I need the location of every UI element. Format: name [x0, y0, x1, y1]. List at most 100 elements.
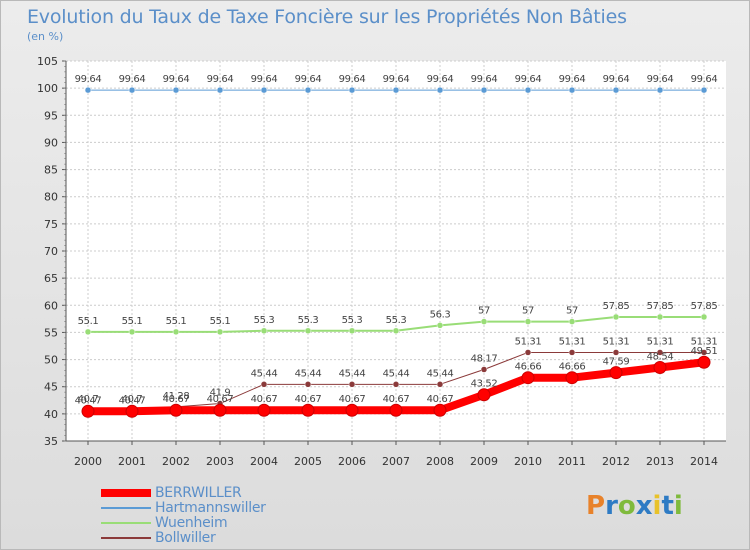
data-point-hartmannswiller: [348, 86, 356, 94]
data-point-wuenheim: [436, 322, 444, 329]
x-tick-label: 2009: [470, 455, 498, 468]
logo-letter: i: [673, 491, 683, 521]
data-label-hartmannswiller: 99.64: [427, 74, 454, 85]
data-label-wuenheim: 55.3: [386, 315, 407, 326]
data-label-hartmannswiller: 99.64: [163, 74, 190, 85]
y-unit-label: (en %): [27, 30, 64, 43]
data-point-hartmannswiller: [524, 86, 532, 94]
data-point-hartmannswiller: [304, 86, 312, 94]
logo-letter: x: [635, 491, 653, 521]
data-label-wuenheim: 57: [478, 306, 490, 317]
data-label-hartmannswiller: 99.64: [691, 74, 718, 85]
data-label-bollwiller: 40.7: [78, 394, 99, 405]
data-point-berrwiller: [169, 403, 183, 417]
legend-swatch: [101, 507, 151, 509]
data-point-bollwiller: [700, 349, 708, 356]
proxiti-logo: Proxiti: [586, 491, 683, 521]
data-label-bollwiller: 51.31: [691, 336, 718, 347]
data-label-berrwiller: 40.67: [427, 394, 454, 405]
data-label-wuenheim: 57.85: [691, 301, 718, 312]
data-label-bollwiller: 51.31: [603, 336, 630, 347]
data-point-wuenheim: [304, 327, 312, 335]
data-point-bollwiller: [436, 381, 444, 388]
y-tick-label: 95: [44, 109, 58, 122]
data-label-hartmannswiller: 99.64: [207, 74, 234, 85]
data-label-berrwiller: 49.51: [691, 346, 718, 357]
data-point-wuenheim: [84, 328, 92, 336]
data-label-berrwiller: 46.66: [559, 362, 586, 373]
data-point-bollwiller: [480, 366, 488, 373]
logo-letter: o: [617, 491, 636, 521]
data-label-wuenheim: 55.1: [166, 316, 187, 327]
data-point-berrwiller: [81, 404, 95, 418]
data-label-hartmannswiller: 99.64: [75, 74, 102, 85]
data-point-bollwiller: [612, 349, 620, 356]
x-tick-label: 2006: [338, 455, 366, 468]
data-point-wuenheim: [348, 327, 356, 335]
data-label-hartmannswiller: 99.64: [119, 74, 146, 85]
data-point-hartmannswiller: [568, 86, 576, 94]
data-point-hartmannswiller: [392, 86, 400, 94]
data-label-bollwiller: 45.44: [427, 368, 454, 379]
data-label-bollwiller: 40.7: [122, 394, 143, 405]
data-point-berrwiller: [213, 403, 227, 417]
data-label-hartmannswiller: 99.64: [515, 74, 542, 85]
x-tick-label: 2014: [690, 455, 718, 468]
data-label-berrwiller: 40.47: [119, 395, 146, 406]
data-label-bollwiller: 45.44: [339, 368, 366, 379]
data-label-bollwiller: 51.31: [559, 336, 586, 347]
data-point-berrwiller: [477, 388, 491, 402]
y-tick-label: 85: [44, 164, 58, 177]
data-label-berrwiller: 40.67: [295, 394, 322, 405]
data-point-berrwiller: [565, 371, 579, 385]
data-label-berrwiller: 40.67: [207, 394, 234, 405]
data-label-berrwiller: 48.54: [647, 351, 674, 362]
data-label-hartmannswiller: 99.64: [251, 74, 278, 85]
y-tick-label: 40: [44, 408, 58, 421]
data-point-wuenheim: [260, 327, 268, 335]
data-point-bollwiller: [524, 349, 532, 356]
data-point-berrwiller: [433, 403, 447, 417]
chart-title: Evolution du Taux de Taxe Foncière sur l…: [27, 6, 627, 28]
y-tick-label: 60: [44, 299, 58, 312]
logo-letter: P: [586, 491, 606, 521]
data-label-bollwiller: 48.17: [471, 354, 498, 365]
data-label-hartmannswiller: 99.64: [383, 74, 410, 85]
x-tick-label: 2008: [426, 455, 454, 468]
data-point-hartmannswiller: [480, 86, 488, 94]
y-tick-label: 100: [37, 82, 58, 95]
data-point-wuenheim: [216, 328, 224, 336]
legend-swatch: [101, 537, 151, 539]
legend-item-wuenheim: Wuenheim: [101, 516, 361, 531]
data-point-hartmannswiller: [260, 86, 268, 94]
data-label-berrwiller: 40.67: [251, 394, 278, 405]
data-label-bollwiller: 41.28: [163, 391, 190, 402]
x-tick-label: 2004: [250, 455, 278, 468]
data-point-wuenheim: [612, 313, 620, 321]
logo-letter: t: [661, 491, 674, 521]
legend-label: BERRWILLER: [155, 485, 242, 501]
data-point-hartmannswiller: [436, 86, 444, 94]
y-tick-label: 90: [44, 136, 58, 149]
data-point-bollwiller: [260, 381, 268, 388]
data-label-wuenheim: 55.1: [78, 316, 99, 327]
data-label-berrwiller: 40.67: [163, 394, 190, 405]
data-point-bollwiller: [656, 349, 664, 356]
data-point-wuenheim: [172, 328, 180, 336]
data-label-wuenheim: 57: [522, 306, 534, 317]
data-point-wuenheim: [480, 318, 488, 325]
x-tick-label: 2013: [646, 455, 674, 468]
data-point-wuenheim: [700, 313, 708, 321]
data-label-hartmannswiller: 99.64: [559, 74, 586, 85]
legend-item-bollwiller: Bollwiller: [101, 531, 361, 546]
x-tick-label: 2001: [118, 455, 146, 468]
data-label-berrwiller: 40.67: [339, 394, 366, 405]
y-tick-label: 65: [44, 272, 58, 285]
logo-letter: r: [605, 491, 618, 521]
x-tick-label: 2010: [514, 455, 542, 468]
y-tick-label: 50: [44, 354, 58, 367]
data-label-wuenheim: 57.85: [603, 301, 630, 312]
data-label-berrwiller: 43.52: [471, 379, 498, 390]
data-label-wuenheim: 57: [566, 306, 578, 317]
